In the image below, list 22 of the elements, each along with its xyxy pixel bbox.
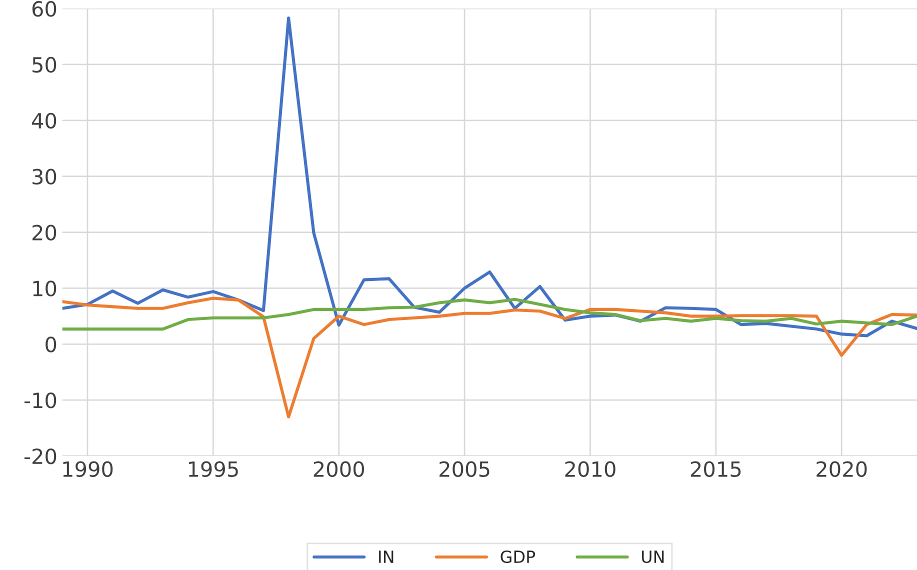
legend-label: GDP xyxy=(500,550,536,564)
y-tick-label: 20 xyxy=(32,224,56,240)
x-tick-label: 2005 xyxy=(440,461,490,477)
y-tick-label: 50 xyxy=(32,56,56,73)
y-tick-label: -20 xyxy=(24,448,56,464)
line-series xyxy=(62,298,917,331)
y-tick-label: 10 xyxy=(33,280,56,296)
y-tick-label: 30 xyxy=(32,168,56,185)
x-tick-label: 2010 xyxy=(565,461,616,477)
legend-label: IN xyxy=(379,550,394,563)
x-tick-label: 1990 xyxy=(63,461,113,477)
line-series xyxy=(62,296,917,418)
y-tick-label: -10 xyxy=(24,392,56,408)
legend-label: UN xyxy=(642,550,664,564)
y-tick-label: 40 xyxy=(32,112,56,129)
x-tick-label: 2015 xyxy=(690,461,741,477)
x-tick-label: 1995 xyxy=(188,461,238,477)
y-tick-label: 60 xyxy=(32,1,56,17)
y-tick-label: 0 xyxy=(46,336,56,352)
line-series xyxy=(62,16,917,338)
x-tick-label: 2000 xyxy=(314,461,364,477)
x-tick-label: 2020 xyxy=(816,461,867,477)
